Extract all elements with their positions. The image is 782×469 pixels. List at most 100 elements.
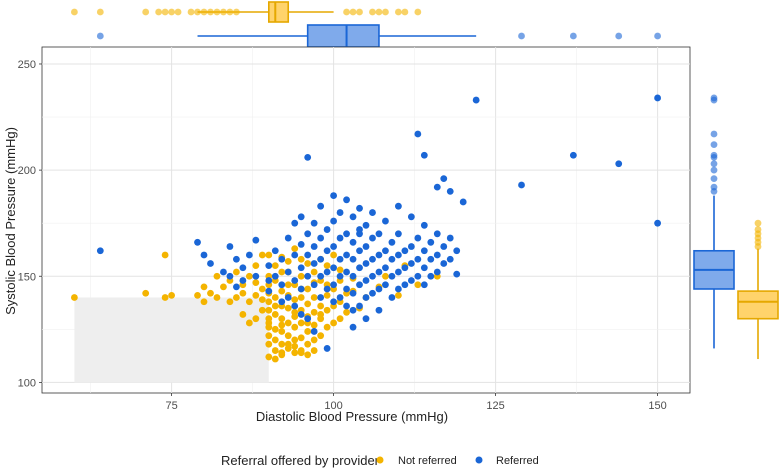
data-point-not-referred (323, 323, 331, 331)
data-point-referred (375, 306, 383, 314)
data-point-referred (446, 234, 454, 242)
right-outlier-not-referred (754, 226, 762, 233)
data-point-referred (323, 247, 331, 255)
data-point-not-referred (297, 272, 305, 280)
plot-area (41, 46, 691, 394)
data-point-referred (349, 289, 357, 297)
data-point-not-referred (310, 308, 318, 316)
data-point-referred (518, 181, 525, 189)
data-point-not-referred (304, 285, 312, 293)
data-point-referred (265, 277, 273, 284)
right-outlier-referred (710, 94, 718, 102)
data-point-referred (239, 264, 247, 272)
data-point-not-referred (168, 291, 176, 299)
top-outlier-not-referred (233, 8, 240, 16)
data-point-referred (297, 311, 305, 318)
top-outlier-referred (569, 32, 577, 40)
data-point-referred (453, 247, 461, 255)
data-point-referred (297, 285, 305, 293)
data-point-not-referred (304, 340, 312, 348)
top-outlier-not-referred (414, 8, 422, 16)
data-point-referred (382, 264, 389, 272)
data-point-not-referred (297, 319, 305, 327)
data-point-not-referred (304, 351, 312, 359)
data-point-not-referred (297, 294, 305, 301)
data-point-not-referred (220, 283, 227, 291)
data-point-referred (330, 281, 337, 289)
top-outlier-not-referred (96, 8, 104, 16)
data-point-referred (420, 264, 428, 272)
data-point-referred (369, 272, 376, 280)
top-outlier-not-referred (395, 8, 402, 16)
data-point-not-referred (213, 272, 221, 280)
data-point-not-referred (265, 332, 273, 340)
legend: Referral offered by provider Not referre… (221, 453, 539, 468)
data-point-not-referred (278, 351, 286, 359)
data-point-referred (317, 255, 325, 263)
data-point-referred (194, 238, 201, 246)
data-point-referred (395, 230, 402, 238)
top-box-referred (306, 24, 380, 48)
top-outlier-not-referred (226, 8, 234, 16)
data-point-referred (343, 285, 350, 293)
top-outlier-not-referred (155, 8, 163, 16)
data-point-not-referred (200, 283, 208, 291)
data-point-referred (420, 281, 428, 289)
data-point-referred (336, 294, 344, 301)
data-point-referred (349, 213, 357, 221)
data-point-not-referred (323, 262, 331, 270)
data-point-not-referred (323, 306, 331, 314)
data-point-not-referred (265, 298, 273, 306)
data-point-referred (362, 315, 370, 323)
data-point-referred (317, 272, 325, 280)
data-point-referred (336, 255, 344, 263)
right-outlier-referred (710, 130, 718, 138)
data-point-not-referred (284, 257, 292, 265)
x-axis-ticks: 75 100 125 150 (165, 393, 667, 412)
data-point-referred (356, 264, 363, 272)
data-point-not-referred (291, 296, 299, 304)
data-point-not-referred (310, 321, 318, 329)
data-point-referred (291, 219, 299, 227)
data-point-not-referred (161, 294, 169, 301)
top-outlier-not-referred (207, 8, 214, 16)
data-point-referred (220, 268, 227, 276)
data-point-not-referred (233, 294, 240, 301)
top-outlier-not-referred (213, 8, 221, 16)
top-outlier-not-referred (369, 8, 376, 16)
data-point-referred (356, 230, 363, 238)
data-point-referred (323, 285, 331, 293)
data-point-not-referred (336, 315, 344, 323)
data-point-not-referred (213, 294, 221, 301)
data-point-not-referred (395, 291, 402, 299)
data-point-referred (362, 260, 370, 267)
data-point-not-referred (200, 298, 208, 306)
data-point-referred (291, 277, 299, 284)
data-point-referred (362, 243, 370, 250)
top-marginal-boxplot (71, 1, 661, 48)
data-point-referred (388, 238, 396, 246)
y-axis-label: Systolic Blood Pressure (mmHg) (3, 127, 18, 315)
data-point-not-referred (297, 349, 305, 357)
data-point-referred (433, 268, 441, 276)
normal-range-shading (74, 297, 269, 383)
data-point-referred (615, 160, 623, 168)
data-point-not-referred (310, 347, 318, 354)
data-point-not-referred (271, 347, 279, 354)
data-point-referred (265, 287, 273, 295)
data-point-not-referred (271, 302, 279, 310)
data-point-not-referred (317, 302, 325, 310)
data-point-referred (427, 238, 435, 246)
data-point-not-referred (271, 311, 279, 318)
data-point-referred (278, 298, 286, 306)
top-outlier-not-referred (356, 8, 363, 16)
data-point-not-referred (258, 296, 266, 304)
data-point-referred (388, 255, 396, 263)
data-points (71, 94, 661, 363)
data-point-referred (297, 213, 305, 221)
data-point-not-referred (297, 255, 305, 263)
data-point-referred (369, 255, 376, 263)
data-point-not-referred (343, 308, 350, 316)
data-point-referred (407, 260, 415, 267)
